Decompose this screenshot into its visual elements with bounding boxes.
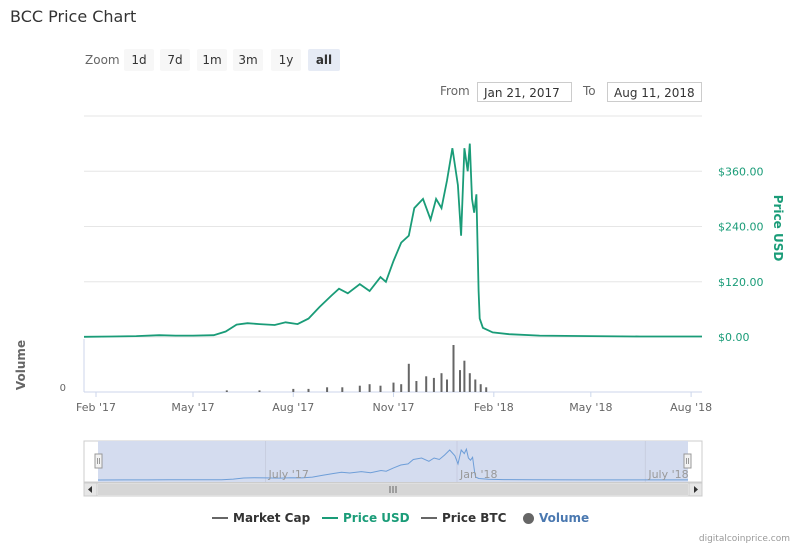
volume-bar	[425, 376, 428, 392]
y-axis-title: Price USD	[771, 195, 785, 262]
navigator-left-handle[interactable]	[94, 453, 103, 469]
legend-line-symbol-icon	[421, 517, 437, 519]
navigator[interactable]: July '17 Jan '18 July '18	[83, 440, 703, 483]
x-tick-label: Feb '17	[76, 401, 116, 414]
scrollbar[interactable]	[83, 482, 703, 497]
navigator-tick-label: July '18	[647, 468, 688, 481]
navigator-ticks: July '17 Jan '18 July '18	[268, 468, 689, 481]
x-tick-label: May '17	[171, 401, 214, 414]
x-tick-label: May '18	[569, 401, 612, 414]
scroll-right-arrow-icon	[694, 486, 698, 493]
x-tick-label: Feb '18	[474, 401, 514, 414]
from-label: From	[440, 84, 470, 98]
volume-bar	[307, 388, 310, 392]
volume-bar	[358, 385, 361, 392]
y-tick-label: $360.00	[718, 165, 764, 178]
price-usd-line	[83, 143, 702, 338]
grid-lines	[84, 115, 702, 338]
volume-bar	[225, 390, 228, 392]
chart-title: BCC Price Chart	[10, 7, 137, 26]
volume-bar	[440, 373, 443, 392]
x-tick-label: Nov '17	[373, 401, 415, 414]
x-axis-ticks: Feb '17 May '17 Aug '17 Nov '17 Feb '18 May '…	[76, 392, 712, 414]
legend-dot-symbol-icon	[523, 512, 534, 524]
zoom-7d-button[interactable]: 7d	[160, 49, 190, 71]
volume-bar	[415, 381, 418, 392]
volume-bar	[392, 382, 395, 392]
volume-bar	[432, 377, 435, 392]
navigator-mask	[98, 441, 688, 482]
legend-label: Price BTC	[442, 511, 507, 525]
legend-label: Volume	[539, 511, 590, 525]
navigator-tick-label: July '17	[268, 468, 309, 481]
legend-label: Price USD	[343, 511, 410, 525]
volume-bar	[446, 379, 448, 392]
y-tick-label: $0.00	[718, 331, 750, 344]
volume-bars	[225, 345, 488, 392]
zoom-1y-button[interactable]: 1y	[271, 49, 301, 71]
zoom-all-button[interactable]: all	[308, 49, 340, 71]
volume-bar	[258, 390, 261, 392]
volume-bar	[379, 385, 382, 392]
from-date-input[interactable]: Jan 21, 2017	[477, 82, 572, 102]
volume-bar	[368, 384, 371, 392]
volume-bar	[463, 360, 466, 392]
zoom-1m-button[interactable]: 1m	[197, 49, 227, 71]
scroll-left-arrow-icon	[88, 486, 92, 493]
y-tick-label: $240.00	[718, 221, 764, 234]
volume-axis-title: Volume	[14, 340, 28, 390]
x-tick-label: Aug '18	[670, 401, 712, 414]
volume-bar	[459, 370, 461, 392]
navigator-right-handle[interactable]	[683, 453, 692, 469]
zoom-label: Zoom	[85, 53, 120, 67]
legend-price-btc[interactable]: Price BTC	[421, 511, 506, 525]
volume-bar	[452, 345, 455, 392]
legend-price-usd[interactable]: Price USD	[322, 511, 410, 525]
to-label: To	[583, 84, 596, 98]
legend-volume[interactable]: Volume	[523, 511, 589, 525]
volume-bar	[400, 384, 403, 392]
volume-bar	[479, 384, 482, 392]
zoom-3m-button[interactable]: 3m	[233, 49, 263, 71]
x-tick-label: Aug '17	[272, 401, 314, 414]
price-chart[interactable]: $0.00 $120.00 $240.00 $360.00 Price USD Vol…	[0, 0, 800, 510]
volume-bar	[341, 387, 344, 392]
legend-market-cap[interactable]: Market Cap	[212, 511, 310, 525]
volume-bar	[407, 363, 410, 392]
navigator-price-line	[97, 447, 688, 481]
y-axis-ticks: $0.00 $120.00 $240.00 $360.00	[718, 165, 764, 344]
volume-zero-tick: 0	[60, 383, 66, 394]
legend-line-symbol-icon	[212, 517, 228, 519]
volume-bar	[326, 387, 329, 392]
volume-bar	[474, 379, 477, 392]
to-date-input[interactable]: Aug 11, 2018	[607, 82, 702, 102]
volume-bar	[292, 388, 295, 392]
navigator-tick-label: Jan '18	[459, 468, 497, 481]
y-tick-label: $120.00	[718, 276, 764, 289]
credit-text: digitalcoinprice.com	[698, 534, 790, 544]
volume-bar	[468, 373, 471, 392]
volume-bar	[485, 387, 488, 392]
legend-line-symbol-icon	[322, 517, 338, 519]
legend-label: Market Cap	[233, 511, 311, 525]
zoom-1d-button[interactable]: 1d	[124, 49, 154, 71]
